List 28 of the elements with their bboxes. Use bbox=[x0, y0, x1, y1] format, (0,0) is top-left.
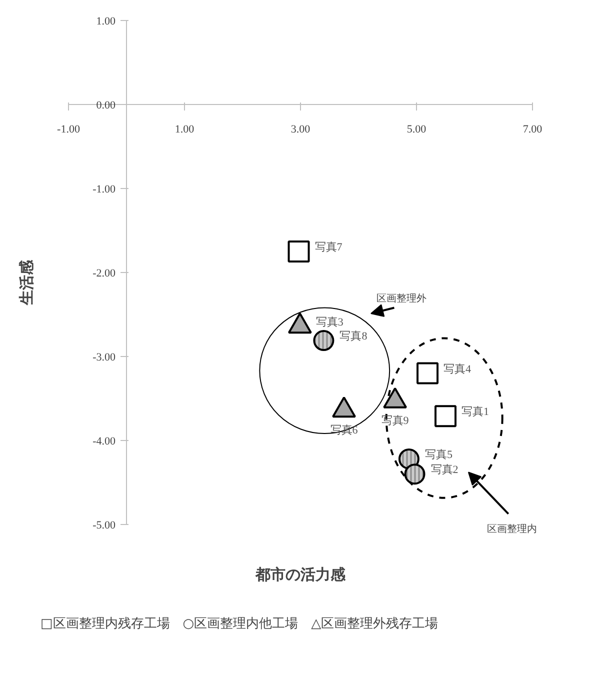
y-tick-label: 0.00 bbox=[96, 100, 116, 112]
text: □区画整理内残存工場 ○区画整理内他工場 △区画整理外残存工場 bbox=[40, 616, 438, 632]
y-tick-label: -5.00 bbox=[92, 520, 116, 532]
data-label: 写真1 bbox=[462, 405, 489, 418]
y-tick-label: -3.00 bbox=[92, 352, 116, 364]
y-tick-label: 1.00 bbox=[96, 16, 116, 28]
annotation: 区画整理内 bbox=[487, 522, 538, 535]
y-tick-label: -4.00 bbox=[92, 436, 116, 448]
x-tick-label: -1.00 bbox=[57, 124, 80, 136]
data-label: 写真4 bbox=[444, 362, 472, 376]
y-tick-label: -2.00 bbox=[92, 268, 116, 280]
x-tick-label: 1.00 bbox=[174, 124, 195, 136]
point bbox=[434, 405, 456, 428]
data-label: 写真3 bbox=[316, 315, 344, 328]
data-label: 写真9 bbox=[381, 414, 410, 428]
x-tick-label: 7.00 bbox=[522, 124, 543, 136]
annotation: 区画整理外 bbox=[376, 292, 427, 305]
x-axis-title: 都市の活力感 bbox=[254, 566, 346, 584]
y-axis-title: 生活感 bbox=[18, 259, 36, 306]
y-tick-label: -1.00 bbox=[92, 184, 116, 196]
x-tick-label: 3.00 bbox=[290, 124, 311, 136]
point bbox=[288, 240, 310, 262]
data-label: 写真7 bbox=[314, 240, 343, 254]
data-label: 写真2 bbox=[430, 463, 458, 476]
data-label: 写真8 bbox=[340, 330, 368, 343]
point bbox=[416, 362, 439, 384]
data-label: 写真5 bbox=[424, 448, 453, 461]
x-tick-label: 5.00 bbox=[406, 124, 427, 136]
